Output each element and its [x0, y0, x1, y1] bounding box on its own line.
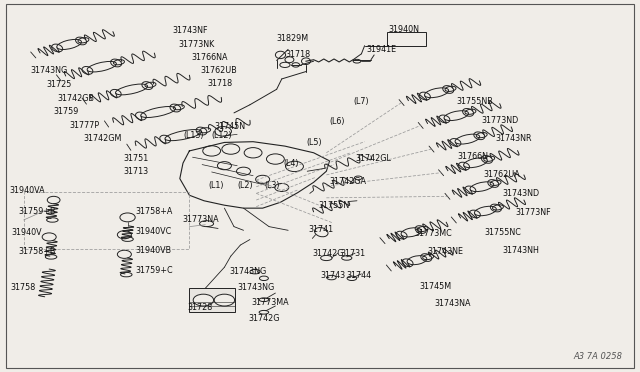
Circle shape	[275, 183, 289, 192]
Circle shape	[222, 144, 240, 154]
Text: 31940N: 31940N	[389, 25, 420, 33]
Circle shape	[203, 146, 221, 156]
Text: 31758+A: 31758+A	[135, 206, 173, 216]
Text: 31731: 31731	[340, 249, 365, 258]
Text: 31773MC: 31773MC	[414, 229, 452, 238]
Circle shape	[193, 294, 214, 306]
Text: 31751: 31751	[124, 154, 149, 163]
Text: 31759+B: 31759+B	[18, 206, 56, 216]
Text: 31940VB: 31940VB	[135, 246, 172, 255]
Text: 31755NC: 31755NC	[484, 228, 521, 237]
Text: 31940VC: 31940VC	[135, 227, 172, 235]
Text: 31829M: 31829M	[276, 34, 308, 43]
Text: 31744: 31744	[347, 271, 372, 280]
Text: 31766N: 31766N	[458, 152, 489, 161]
Text: 31755NB: 31755NB	[456, 97, 493, 106]
Text: 31758+B: 31758+B	[18, 247, 55, 256]
Text: 31773MA: 31773MA	[251, 298, 289, 307]
Text: 31762UB: 31762UB	[200, 66, 237, 75]
Text: 31725: 31725	[46, 80, 72, 89]
Text: 31743NH: 31743NH	[502, 247, 539, 256]
Text: A3 7A 0258: A3 7A 0258	[573, 352, 623, 361]
Text: 31743NR: 31743NR	[495, 134, 532, 142]
Text: 31941E: 31941E	[367, 45, 397, 54]
Text: 31718: 31718	[208, 79, 233, 88]
Text: (L7): (L7)	[353, 97, 369, 106]
Text: (L4): (L4)	[283, 159, 298, 169]
Text: 31773NA: 31773NA	[182, 215, 219, 224]
Circle shape	[214, 294, 235, 306]
Text: 31759: 31759	[54, 107, 79, 116]
Text: 31743ND: 31743ND	[502, 189, 540, 198]
Text: 31755N: 31755N	[319, 201, 350, 210]
Text: (L2): (L2)	[237, 181, 253, 190]
Circle shape	[237, 167, 250, 175]
Text: 31743NG: 31743NG	[31, 66, 68, 75]
Text: 31742GL: 31742GL	[355, 154, 391, 163]
Circle shape	[285, 161, 303, 171]
Circle shape	[266, 154, 284, 164]
Text: 31742GB: 31742GB	[58, 94, 95, 103]
Text: 31713: 31713	[124, 167, 149, 176]
Text: 31759+C: 31759+C	[135, 266, 173, 275]
Text: 31742GM: 31742GM	[83, 134, 122, 143]
Text: 31743NF: 31743NF	[172, 26, 207, 35]
Circle shape	[244, 148, 262, 158]
Circle shape	[255, 175, 269, 183]
Text: 31758: 31758	[10, 283, 36, 292]
Text: 31773ND: 31773ND	[482, 116, 519, 125]
Text: 31743NA: 31743NA	[435, 299, 471, 308]
Text: 31741: 31741	[308, 225, 333, 234]
Bar	[387, 32, 426, 46]
Text: 31777P: 31777P	[69, 121, 99, 129]
Text: 31762UA: 31762UA	[483, 170, 520, 179]
Text: 31718: 31718	[285, 50, 310, 59]
Text: (L13): (L13)	[183, 131, 204, 140]
Text: 31743NG: 31743NG	[230, 267, 267, 276]
Text: 31743: 31743	[320, 271, 345, 280]
Text: 31940V: 31940V	[12, 228, 42, 237]
Text: 31940VA: 31940VA	[9, 186, 45, 195]
Text: 31743NE: 31743NE	[427, 247, 463, 256]
Text: 31742GA: 31742GA	[330, 177, 367, 186]
Text: 31728: 31728	[188, 303, 212, 312]
Text: (L12): (L12)	[212, 131, 232, 140]
Text: 31766NA: 31766NA	[191, 53, 228, 62]
Text: (L5): (L5)	[306, 138, 322, 147]
Circle shape	[218, 161, 232, 170]
Text: 31742G: 31742G	[312, 249, 344, 258]
Text: (L1): (L1)	[209, 181, 224, 190]
Bar	[189, 288, 236, 312]
Text: 31773NK: 31773NK	[179, 40, 215, 49]
Text: 31773NF: 31773NF	[515, 208, 550, 217]
Text: 31745N: 31745N	[214, 122, 245, 131]
Text: 31742G: 31742G	[248, 314, 280, 323]
Text: (L6): (L6)	[329, 117, 344, 126]
Text: 31743NG: 31743NG	[237, 283, 275, 292]
Text: (L3): (L3)	[264, 181, 280, 190]
Text: 31745M: 31745M	[419, 282, 452, 291]
